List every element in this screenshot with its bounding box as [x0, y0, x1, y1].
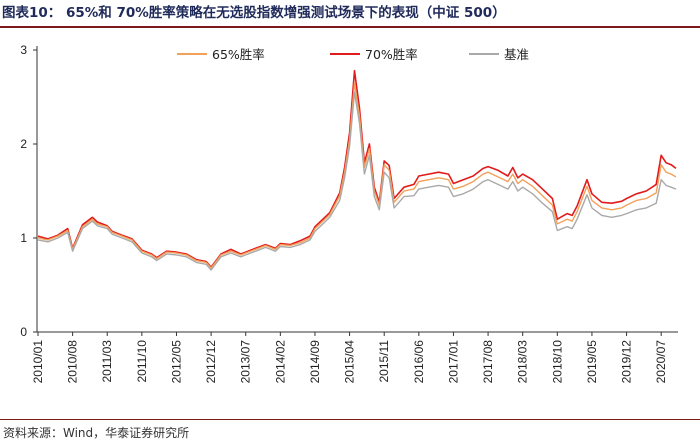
x-tick-label: 2018/03: [516, 340, 530, 384]
chart-title: 图表10： 65%和 70%胜率策略在无选股指数增强测试场景下的表现（中证 50…: [2, 5, 506, 21]
x-tick-label: 2013/07: [239, 340, 253, 384]
x-tick-label: 2017/01: [446, 340, 460, 384]
x-tick-label: 2020/07: [654, 340, 668, 384]
x-tick-label: 2015/11: [377, 340, 391, 383]
x-tick-label: 2010/08: [66, 340, 80, 384]
y-tick-label: 3: [20, 43, 27, 57]
footer-divider: [0, 419, 700, 420]
chart-legend: 65%胜率 70%胜率 基准: [177, 47, 529, 62]
y-tick-label: 0: [20, 325, 27, 339]
source-note: 资料来源：Wind，华泰证券研究所: [3, 426, 190, 440]
legend-label: 65%胜率: [212, 47, 265, 62]
x-tick-label: 2014/02: [273, 340, 287, 384]
y-tick-label: 2: [20, 137, 27, 151]
chart-series-lines: [37, 69, 677, 271]
line-chart: 0 1 2 3 2010/01 2010/08 2011/03 2011/10 2012/05 2…: [20, 43, 678, 383]
x-tick-label: 2018/10: [550, 340, 564, 384]
series-line-65: [37, 82, 677, 269]
legend-label: 基准: [504, 47, 529, 62]
x-tick-label: 2017/08: [481, 340, 495, 384]
x-tick-label: 2019/05: [585, 340, 599, 384]
title-divider: [0, 26, 700, 28]
x-tick-label: 2012/12: [204, 340, 218, 384]
chart-axes: 0 1 2 3 2010/01 2010/08 2011/03 2011/10 2012/05 2…: [20, 43, 678, 383]
x-tick-label: 2019/12: [620, 340, 634, 384]
x-tick-label: 2012/05: [169, 340, 183, 384]
x-tick-label: 2014/09: [308, 340, 322, 384]
x-tick-label: 2015/04: [343, 340, 357, 384]
x-tick-label: 2010/01: [31, 340, 45, 384]
legend-label: 70%胜率: [365, 47, 418, 62]
series-line-70: [37, 69, 677, 268]
x-tick-label: 2011/03: [100, 340, 114, 383]
y-tick-label: 1: [20, 231, 27, 245]
series-line-benchmark: [37, 91, 677, 271]
x-tick-label: 2016/06: [412, 340, 426, 384]
x-tick-label: 2011/10: [135, 340, 149, 383]
